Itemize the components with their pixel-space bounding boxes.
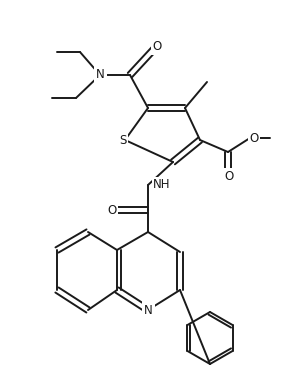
Text: N: N bbox=[144, 303, 152, 316]
Text: O: O bbox=[224, 169, 234, 182]
Text: NH: NH bbox=[153, 179, 171, 192]
Text: O: O bbox=[249, 131, 259, 144]
Text: O: O bbox=[152, 40, 162, 53]
Text: S: S bbox=[119, 134, 127, 147]
Text: O: O bbox=[107, 204, 117, 217]
Text: N: N bbox=[96, 68, 104, 81]
